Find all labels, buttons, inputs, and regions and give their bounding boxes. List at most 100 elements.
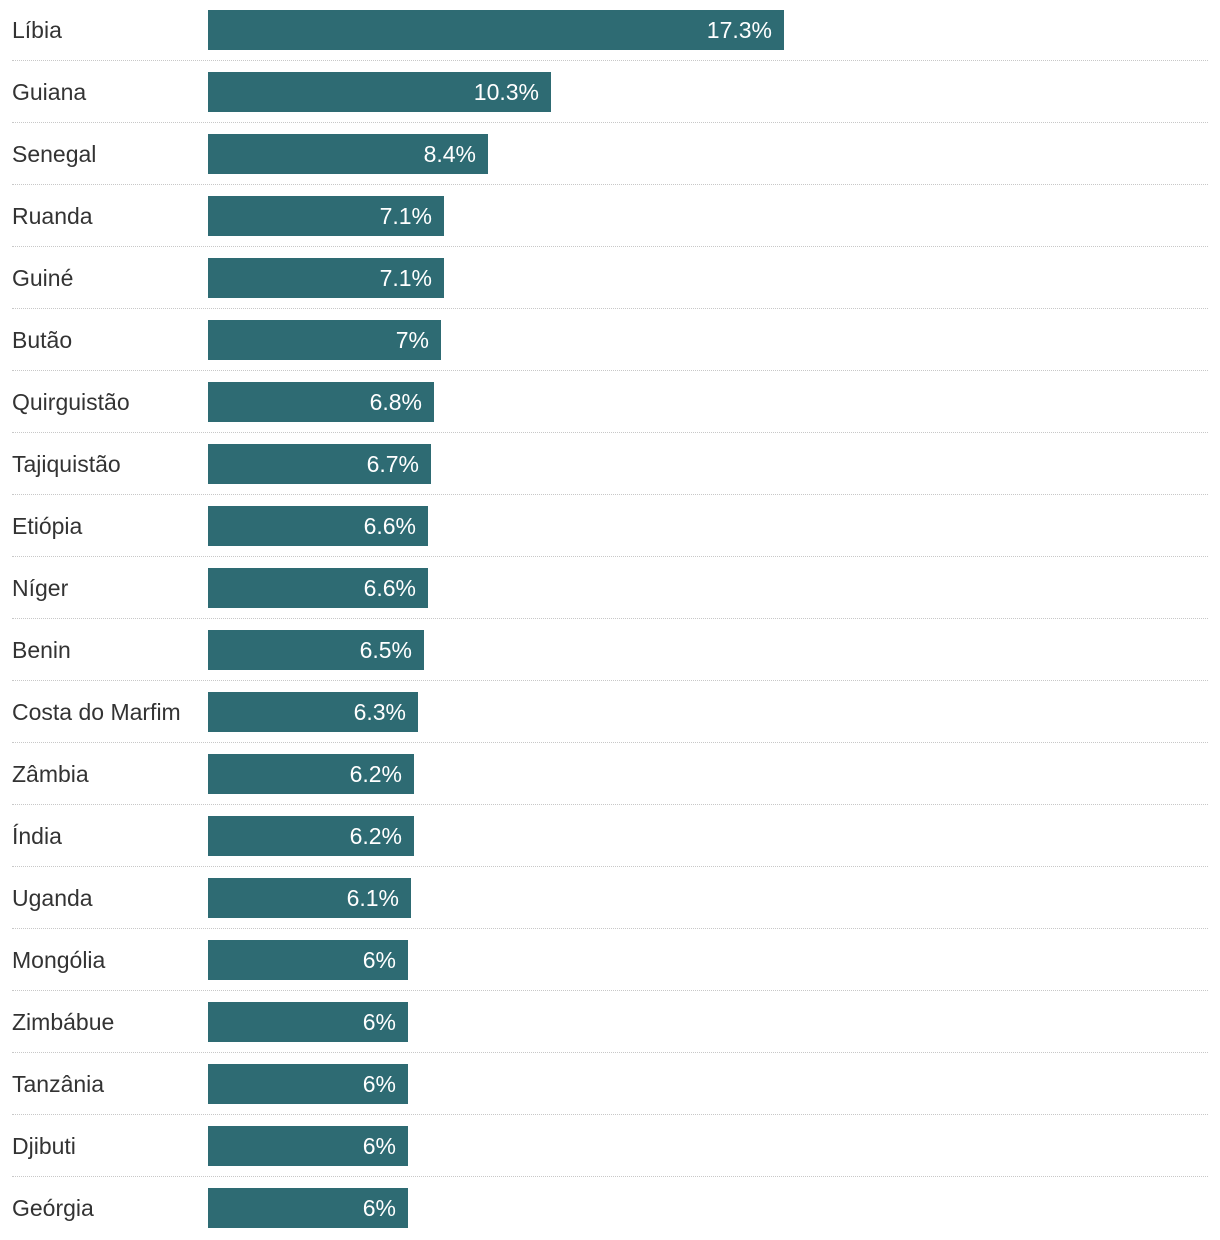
category-label: Benin (12, 637, 71, 663)
row-divider (12, 370, 1208, 371)
category-label: Guiana (12, 79, 87, 105)
chart-row: Geórgia 6% (0, 1178, 1220, 1240)
bar-value-label: 6.6% (363, 513, 416, 539)
bar-value-label: 7.1% (379, 203, 432, 229)
chart-row: Tanzânia 6% (0, 1054, 1220, 1116)
chart-row: Índia 6.2% (0, 806, 1220, 868)
bar: 10.3% (208, 72, 551, 112)
row-divider (12, 1052, 1208, 1053)
row-divider (12, 184, 1208, 185)
row-divider (12, 432, 1208, 433)
chart-row: Benin 6.5% (0, 620, 1220, 682)
row-divider (12, 60, 1208, 61)
category-label: Butão (12, 327, 73, 353)
category-label: Zâmbia (12, 761, 89, 787)
bar: 7% (208, 320, 441, 360)
bar-value-label: 10.3% (473, 79, 539, 105)
bar: 6.7% (208, 444, 431, 484)
bar-value-label: 6.2% (349, 761, 402, 787)
bar-value-label: 6.8% (369, 389, 422, 415)
chart-row: Zâmbia 6.2% (0, 744, 1220, 806)
row-divider (12, 928, 1208, 929)
row-divider (12, 742, 1208, 743)
bar: 6.8% (208, 382, 434, 422)
category-label: Senegal (12, 141, 97, 167)
category-label: Tanzânia (12, 1071, 105, 1097)
bar-value-label: 6% (362, 947, 396, 973)
bar: 6% (208, 940, 408, 980)
chart-row: Guiné 7.1% (0, 248, 1220, 310)
category-label: Líbia (12, 17, 62, 43)
bar: 6% (208, 1064, 408, 1104)
bar-value-label: 6.7% (366, 451, 419, 477)
bar-value-label: 6% (362, 1009, 396, 1035)
bar: 6% (208, 1002, 408, 1042)
chart-row: Guiana 10.3% (0, 62, 1220, 124)
category-label: Zimbábue (12, 1009, 115, 1035)
bar-value-label: 7% (395, 327, 429, 353)
bar-value-label: 6% (362, 1071, 396, 1097)
chart-row: Senegal 8.4% (0, 124, 1220, 186)
bar: 6% (208, 1188, 408, 1228)
bar: 6.6% (208, 506, 428, 546)
row-divider (12, 618, 1208, 619)
category-label: Ruanda (12, 203, 93, 229)
chart-row: Costa do Marfim 6.3% (0, 682, 1220, 744)
chart-row: Níger 6.6% (0, 558, 1220, 620)
chart-row: Quirguistão 6.8% (0, 372, 1220, 434)
category-label: Guiné (12, 265, 74, 291)
bar: 6.1% (208, 878, 411, 918)
bar-value-label: 6% (362, 1133, 396, 1159)
category-label: Djibuti (12, 1133, 76, 1159)
row-divider (12, 122, 1208, 123)
category-label: Índia (12, 823, 62, 849)
category-label: Geórgia (12, 1195, 94, 1221)
bar-value-label: 8.4% (423, 141, 476, 167)
bar: 6.6% (208, 568, 428, 608)
bar-value-label: 6.1% (346, 885, 399, 911)
row-divider (12, 494, 1208, 495)
chart-row: Ruanda 7.1% (0, 186, 1220, 248)
category-label: Níger (12, 575, 69, 601)
bar: 6.2% (208, 754, 414, 794)
bar-value-label: 7.1% (379, 265, 432, 291)
bar-value-label: 6.5% (359, 637, 412, 663)
chart-row: Mongólia 6% (0, 930, 1220, 992)
row-divider (12, 246, 1208, 247)
bar-value-label: 6% (362, 1195, 396, 1221)
chart-row: Djibuti 6% (0, 1116, 1220, 1178)
chart-row: Uganda 6.1% (0, 868, 1220, 930)
bar: 7.1% (208, 258, 444, 298)
row-divider (12, 990, 1208, 991)
bar: 8.4% (208, 134, 488, 174)
row-divider (12, 1114, 1208, 1115)
row-divider (12, 308, 1208, 309)
bar-value-label: 6.3% (353, 699, 406, 725)
bar-value-label: 17.3% (706, 17, 772, 43)
chart-row: Tajiquistão 6.7% (0, 434, 1220, 496)
category-label: Tajiquistão (12, 451, 121, 477)
row-divider (12, 866, 1208, 867)
bar-value-label: 6.2% (349, 823, 402, 849)
bar: 7.1% (208, 196, 444, 236)
row-divider (12, 556, 1208, 557)
category-label: Mongólia (12, 947, 106, 973)
category-label: Uganda (12, 885, 93, 911)
category-label: Quirguistão (12, 389, 130, 415)
row-divider (12, 804, 1208, 805)
bar: 6.3% (208, 692, 418, 732)
chart-row: Butão 7% (0, 310, 1220, 372)
bar: 17.3% (208, 10, 784, 50)
bar-value-label: 6.6% (363, 575, 416, 601)
chart-row: Zimbábue 6% (0, 992, 1220, 1054)
row-divider (12, 1176, 1208, 1177)
row-divider (12, 680, 1208, 681)
bar: 6.2% (208, 816, 414, 856)
bar: 6.5% (208, 630, 424, 670)
bar: 6% (208, 1126, 408, 1166)
chart-row: Etiópia 6.6% (0, 496, 1220, 558)
category-label: Costa do Marfim (12, 699, 181, 725)
chart-row: Líbia 17.3% (0, 0, 1220, 62)
category-label: Etiópia (12, 513, 83, 539)
